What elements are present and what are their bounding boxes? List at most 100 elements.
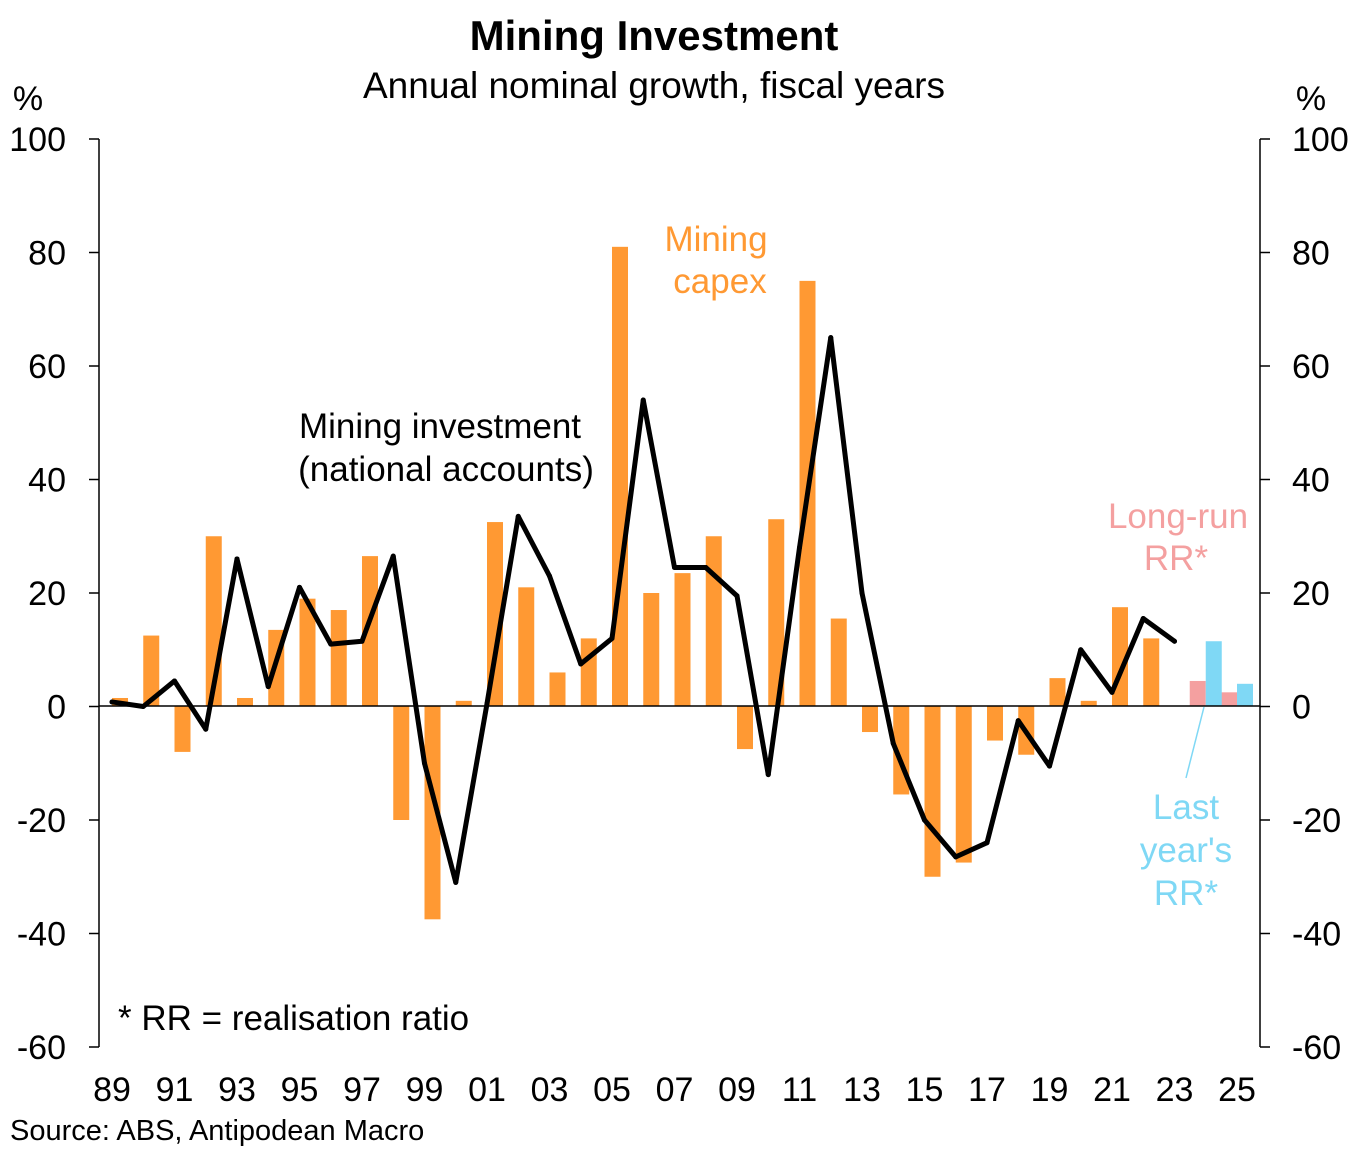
- capex-bar: [580, 638, 597, 707]
- lastyear-rr-bar: [1237, 683, 1253, 707]
- right-tick-label: 20: [1292, 575, 1330, 613]
- x-tick-label: 93: [218, 1071, 256, 1109]
- investment-point: [953, 854, 959, 860]
- longrun-label-line2: RR*: [1144, 539, 1209, 578]
- left-tick-label: 80: [28, 235, 66, 273]
- capex-bar: [237, 697, 253, 707]
- x-tick-label: 19: [1031, 1071, 1069, 1109]
- x-tick-label: 11: [782, 1071, 817, 1109]
- y-axis-unit-right: %: [1296, 80, 1326, 118]
- investment-point: [234, 556, 240, 562]
- investment-point: [640, 397, 646, 403]
- x-tick-label: 25: [1218, 1071, 1256, 1109]
- capex-bar: [955, 706, 972, 863]
- x-tick-label: 13: [843, 1071, 881, 1109]
- capex-bar: [924, 706, 941, 877]
- right-tick-label: 80: [1292, 235, 1330, 273]
- capex-bar: [643, 593, 660, 707]
- x-tick-label: 23: [1156, 1071, 1194, 1109]
- capex-bar: [830, 618, 847, 707]
- investment-label-line2: (national accounts): [298, 450, 594, 489]
- investment-point: [797, 545, 802, 551]
- left-tick-label: -40: [17, 916, 66, 954]
- investment-point: [734, 593, 740, 599]
- x-tick-label: 07: [656, 1071, 694, 1109]
- investment-point: [265, 684, 271, 690]
- x-tick-label: 21: [1093, 1071, 1131, 1109]
- left-tick-label: 60: [28, 348, 66, 386]
- lastyear-label-line1: Last: [1153, 788, 1219, 827]
- investment-point: [984, 840, 990, 846]
- x-tick-label: 97: [343, 1071, 381, 1109]
- investment-point: [203, 726, 209, 732]
- capex-bar: [1143, 638, 1160, 707]
- investment-point: [1172, 638, 1177, 644]
- right-tick-label: 100: [1292, 121, 1349, 159]
- investment-point: [297, 584, 302, 590]
- capex-bar: [174, 706, 191, 752]
- left-tick-label: -60: [17, 1029, 66, 1067]
- x-tick-label: 89: [93, 1071, 131, 1109]
- investment-point: [453, 879, 459, 885]
- capex-bar: [299, 598, 316, 707]
- left-tick-label: 100: [9, 121, 66, 159]
- x-tick-label: 99: [406, 1071, 444, 1109]
- chart-subtitle: Annual nominal growth, fiscal years: [363, 65, 945, 106]
- investment-label-line1: Mining investment: [299, 407, 581, 446]
- left-tick-label: 20: [28, 575, 66, 613]
- investment-point: [890, 740, 896, 746]
- longrun-rr-bar: [1221, 692, 1237, 707]
- investment-point: [765, 772, 771, 778]
- left-tick-label: 40: [28, 462, 66, 500]
- lastyear-rr-bar: [1205, 641, 1222, 707]
- right-tick-label: 60: [1292, 348, 1330, 386]
- investment-point: [390, 553, 396, 559]
- capex-bar: [549, 672, 566, 707]
- right-tick-label: 40: [1292, 462, 1330, 500]
- investment-point: [1015, 718, 1021, 724]
- investment-point: [859, 590, 865, 596]
- investment-point: [515, 513, 521, 519]
- right-tick-label: -20: [1292, 802, 1341, 840]
- capex-bar: [1080, 700, 1097, 707]
- source-note: Source: ABS, Antipodean Macro: [10, 1115, 424, 1147]
- right-tick-label: 0: [1292, 689, 1311, 727]
- investment-point: [172, 678, 177, 684]
- investment-point: [578, 661, 584, 667]
- x-tick-label: 17: [968, 1071, 1006, 1109]
- mining-investment-points: [109, 335, 1177, 885]
- capex-bar: [987, 706, 1003, 741]
- investment-point: [828, 335, 834, 341]
- investment-point: [359, 638, 365, 644]
- right-tick-label: -60: [1292, 1029, 1341, 1067]
- capex-bar: [393, 706, 410, 820]
- investment-point: [1140, 616, 1146, 622]
- investment-point: [547, 573, 552, 579]
- capex-bar: [1049, 678, 1066, 707]
- longrun-rr-bar: [1189, 680, 1206, 707]
- left-tick-label: 0: [47, 689, 66, 727]
- investment-point: [609, 635, 615, 641]
- y-axis-unit-left: %: [13, 80, 43, 118]
- investment-point: [109, 699, 115, 705]
- investment-point: [484, 701, 490, 707]
- capex-bar: [455, 700, 472, 707]
- lastyear-leader-line: [1185, 706, 1205, 779]
- lastyear-label-line2: year's: [1140, 831, 1232, 870]
- left-axis-ticks: 100 80 60 40 20 0 -20 -40 -60: [9, 121, 99, 1067]
- capex-bar: [362, 556, 378, 707]
- x-tick-label: 95: [281, 1071, 319, 1109]
- capex-bar: [674, 573, 691, 707]
- right-tick-label: -40: [1292, 916, 1341, 954]
- capex-bar: [768, 519, 785, 707]
- capex-label-line2: capex: [673, 262, 767, 301]
- lastyear-label-line3: RR*: [1154, 874, 1219, 913]
- x-tick-label: 03: [531, 1071, 569, 1109]
- left-tick-label: -20: [17, 802, 66, 840]
- capex-bar: [518, 587, 535, 707]
- footnote: * RR = realisation ratio: [118, 999, 469, 1038]
- investment-point: [1078, 647, 1084, 653]
- investment-point: [703, 564, 709, 570]
- x-tick-label: 15: [906, 1071, 944, 1109]
- x-tick-label: 09: [718, 1071, 756, 1109]
